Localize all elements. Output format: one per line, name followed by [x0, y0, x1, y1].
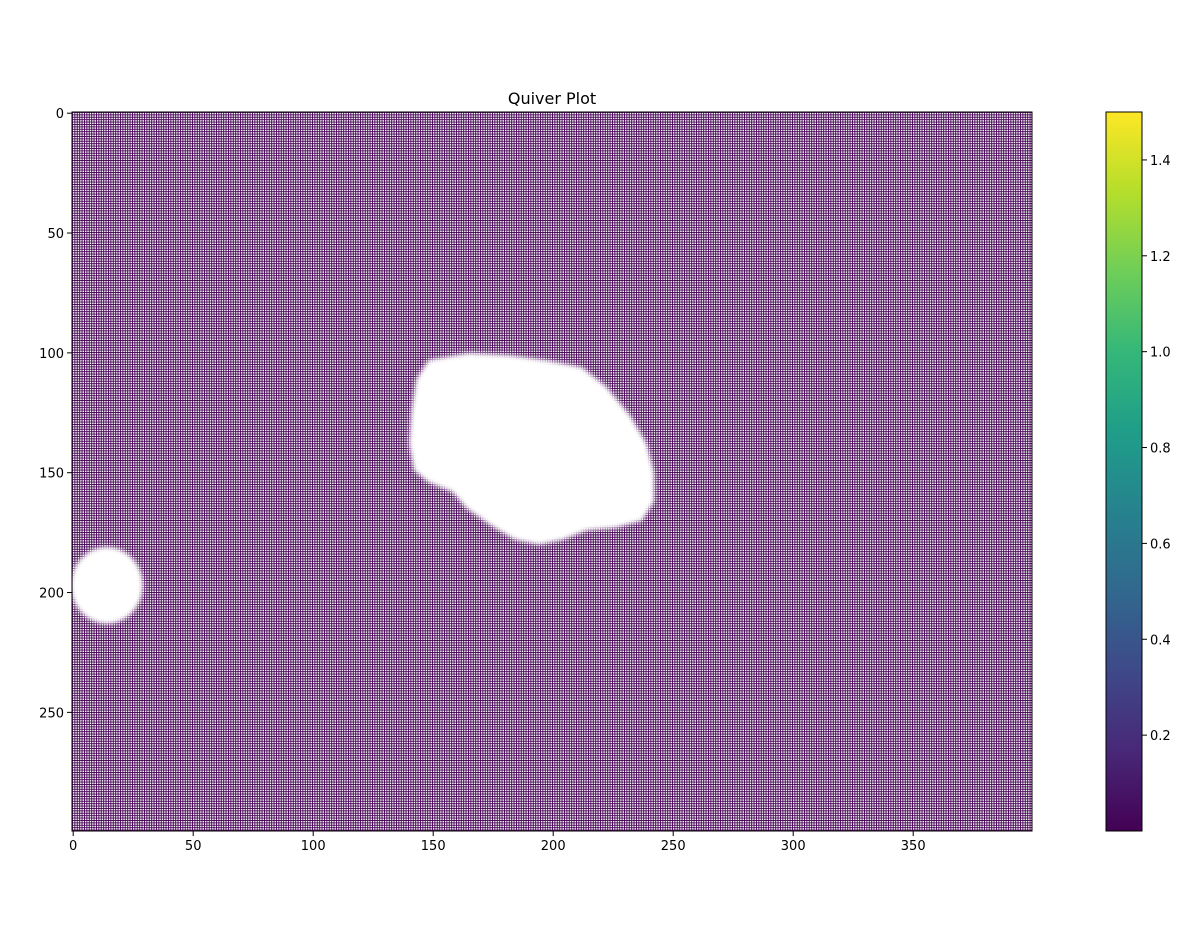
y-tick-label: 0 — [56, 107, 64, 122]
y-axis: 0 50 100 150 200 250 — [39, 107, 72, 721]
colorbar-tick-label: 0.4 — [1150, 633, 1171, 648]
x-tick-label: 150 — [421, 839, 446, 854]
x-axis: 0 50 100 150 200 250 300 350 — [69, 831, 926, 854]
colorbar-tick-label: 1.0 — [1150, 346, 1171, 361]
y-tick-label: 150 — [39, 467, 64, 482]
plot-area — [72, 112, 1032, 831]
colorbar-tick-label: 0.8 — [1150, 442, 1171, 457]
x-tick-label: 100 — [301, 839, 326, 854]
blank-regions — [72, 352, 654, 624]
y-tick-label: 100 — [39, 347, 64, 362]
colorbar: 0.2 0.4 0.6 0.8 1.0 1.2 1.4 — [1105, 111, 1171, 832]
blank-region-blob — [409, 352, 654, 545]
y-tick-label: 50 — [47, 227, 64, 242]
chart-title: Quiver Plot — [508, 89, 596, 108]
x-tick-label: 0 — [69, 839, 77, 854]
colorbar-ticks: 0.2 0.4 0.6 0.8 1.0 1.2 1.4 — [1142, 154, 1171, 744]
colorbar-tick-label: 0.2 — [1150, 729, 1171, 744]
x-tick-label: 250 — [661, 839, 686, 854]
x-tick-label: 50 — [185, 839, 202, 854]
blank-region-ellipse — [72, 547, 143, 624]
y-tick-label: 200 — [39, 587, 64, 602]
colorbar-frame — [1105, 111, 1143, 832]
colorbar-tick-label: 1.2 — [1150, 250, 1171, 265]
colorbar-fill — [1106, 112, 1142, 831]
y-tick-label: 250 — [39, 706, 64, 721]
colorbar-tick-label: 0.6 — [1150, 537, 1171, 552]
x-tick-label: 200 — [541, 839, 566, 854]
x-tick-label: 300 — [781, 839, 806, 854]
x-tick-label: 350 — [901, 839, 926, 854]
plot-frame — [71, 111, 1033, 832]
colorbar-tick-label: 1.4 — [1150, 154, 1171, 169]
